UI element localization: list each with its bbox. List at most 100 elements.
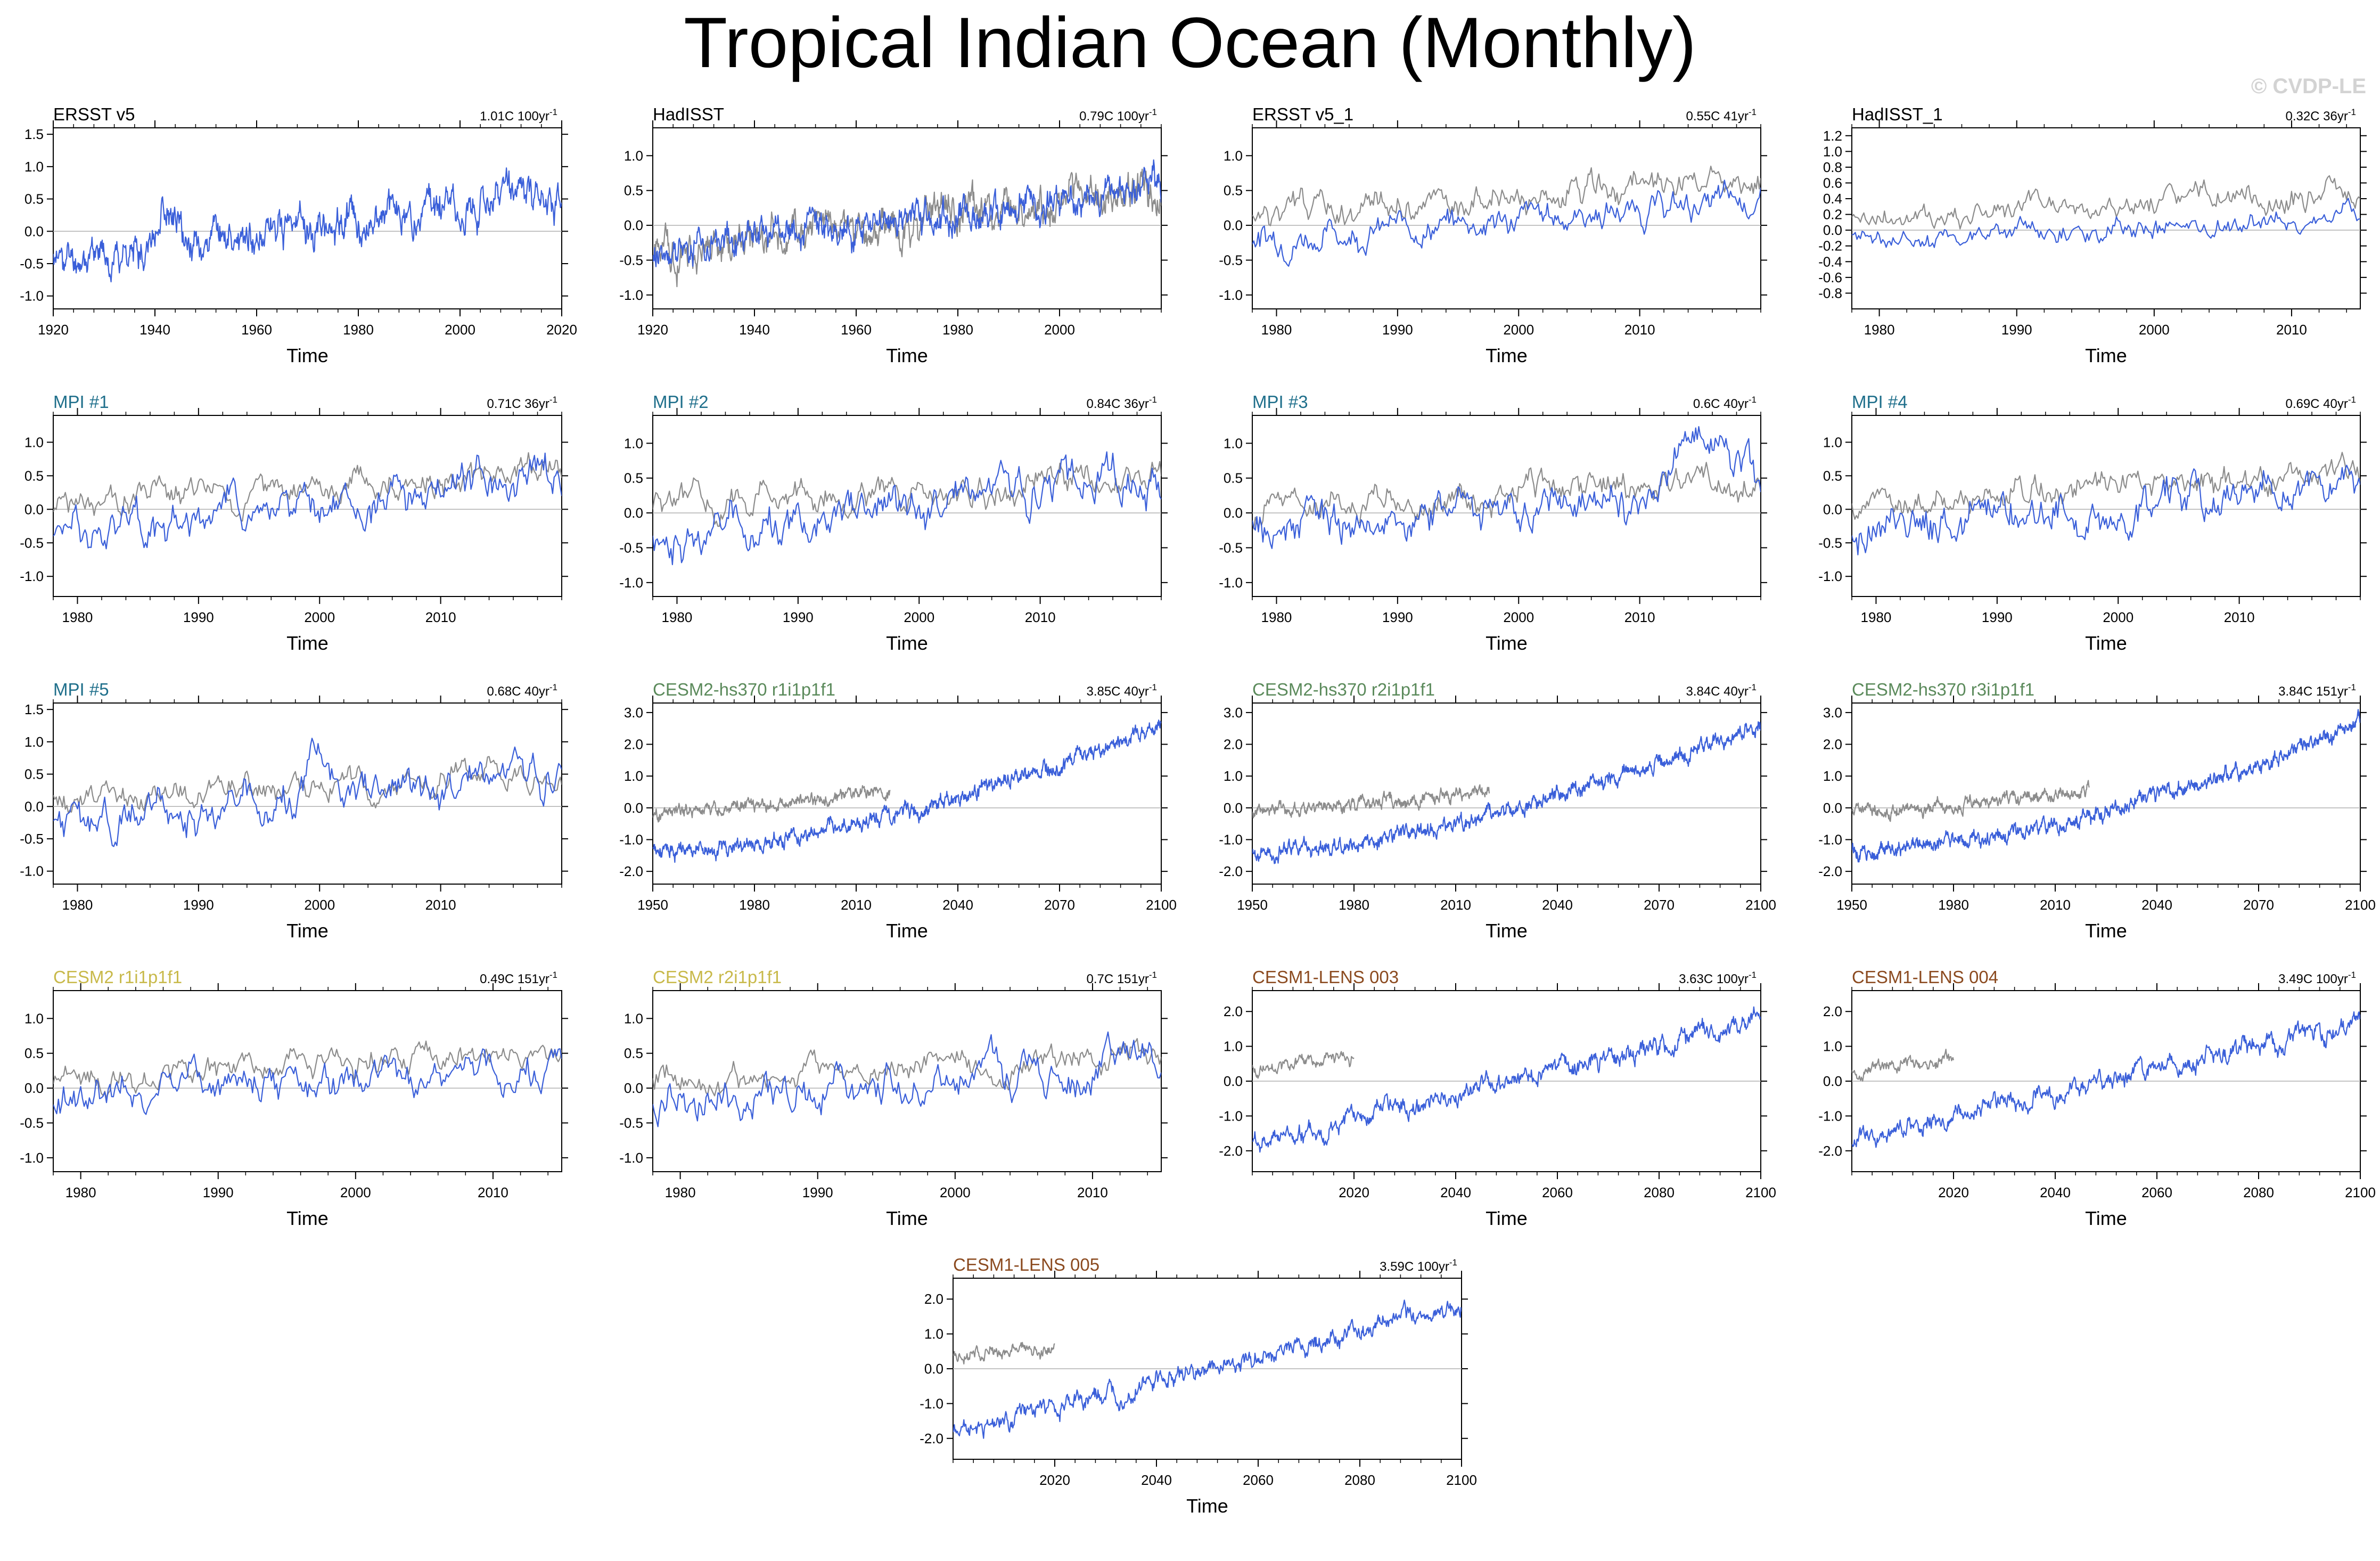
x-tick-label: 2000	[940, 1184, 971, 1200]
chart-panel: CESM1-LENS 005 3.59C 100yr-1 2.0 1.0 0.0 -1.0…	[900, 1246, 1477, 1517]
x-tick-label: 1990	[1982, 609, 2013, 625]
observed-series-line	[53, 452, 562, 522]
x-tick-label: 2010	[1440, 897, 1471, 913]
model-series-line	[53, 167, 562, 283]
chart-panel: MPI #3 0.6C 40yr-1 1.0 0.5 0.0 -0.5 -1.0 1980 19…	[1199, 383, 1771, 654]
y-tick-label: 0.0	[24, 223, 44, 239]
y-tick-label: -2.0	[920, 1431, 943, 1446]
y-tick-label: 0.0	[1224, 217, 1243, 233]
chart-panel: MPI #5 0.68C 40yr-1 1.5 1.0 0.5 0.0 -0.5 -1.0 19…	[0, 671, 572, 942]
y-tick-label: -1.0	[20, 288, 44, 304]
y-tick-label: -1.0	[1818, 568, 1842, 584]
x-tick-label: 1990	[783, 609, 814, 625]
panel-title: CESM2-hs370 r2i1p1f1	[1252, 680, 1435, 699]
trend-value: 0.69C 40yr	[2285, 397, 2348, 411]
trend-superscript: -1	[2348, 682, 2356, 692]
chart-svg: HadISST_1 0.32C 36yr-11.21.00.80.60.40.20…	[1818, 104, 2367, 366]
panel-title: CESM1-LENS 003	[1252, 967, 1399, 987]
x-axis-label: Time	[886, 632, 928, 654]
observed-series-line	[1252, 166, 1761, 226]
x-tick-label: 2040	[2040, 1184, 2071, 1200]
y-tick-label: -0.5	[20, 535, 44, 551]
model-series-line	[1852, 709, 2360, 863]
trend-label: 3.84C 40yr-1	[1686, 682, 1757, 699]
x-tick-label: 2000	[1503, 609, 1534, 625]
y-tick-label: 1.5	[24, 701, 44, 717]
y-tick-label: -0.5	[20, 831, 44, 847]
trend-label: 3.59C 100yr-1	[1380, 1257, 1457, 1274]
y-tick-label: 0.0	[624, 505, 643, 521]
y-tick-label: -1.0	[1219, 1108, 1243, 1124]
observed-series-line	[53, 756, 562, 814]
trend-superscript: -1	[2348, 970, 2356, 980]
y-tick-label: -2.0	[1818, 863, 1842, 879]
trend-superscript: -1	[1749, 682, 1757, 692]
y-tick-label: -0.5	[1219, 252, 1243, 268]
plot-frame	[53, 990, 562, 1172]
chart-svg: CESM2-hs370 r2i1p1f1 3.84C 40yr-1 3.0 2.0 1.…	[1219, 680, 1776, 942]
chart-svg: ERSST v5_1 0.55C 41yr-1 1.0 0.5 0.0 -0.5 -1.0 1…	[1219, 104, 1767, 366]
y-tick-label: 1.0	[1823, 434, 1842, 450]
trend-value: 0.7C 151yr	[1086, 972, 1148, 986]
x-tick-label: 2100	[2345, 1184, 2376, 1200]
plot-frame	[652, 702, 1162, 885]
y-tick-label: 3.0	[624, 705, 643, 721]
chart-panel: CESM2 r1i1p1f1 0.49C 151yr-1 1.0 0.5 0.0 -0.5…	[0, 959, 572, 1229]
panel-title: CESM2-hs370 r1i1p1f1	[653, 680, 835, 699]
plot-frame	[1252, 415, 1761, 597]
x-tick-label: 2080	[1344, 1472, 1375, 1488]
chart-svg: MPI #4 0.69C 40yr-1 1.0 0.5 0.0 -0.5 -1.0 1980 1…	[1818, 392, 2367, 654]
x-tick-label: 2000	[904, 609, 934, 625]
model-series-line	[53, 452, 562, 550]
x-tick-label: 2010	[2276, 322, 2307, 338]
x-tick-label: 1980	[343, 322, 374, 338]
y-tick-label: -0.2	[1818, 238, 1842, 254]
trend-label: 1.01C 100yr-1	[480, 107, 557, 124]
observed-series-line	[1252, 1051, 1355, 1079]
x-tick-label: 1980	[1261, 609, 1292, 625]
y-tick-label: 1.0	[24, 1010, 44, 1026]
y-tick-label: 1.0	[1224, 768, 1243, 784]
trend-value: 0.71C 36yr	[487, 397, 549, 411]
y-tick-label: 0.0	[24, 798, 44, 814]
y-tick-label: -0.5	[619, 540, 643, 555]
x-axis-label: Time	[1486, 632, 1528, 654]
y-tick-label: 2.0	[1224, 1003, 1243, 1019]
y-tick-label: -0.5	[619, 252, 643, 268]
trend-superscript: -1	[1749, 970, 1757, 980]
x-tick-label: 2070	[1044, 897, 1075, 913]
trend-value: 3.49C 100yr	[2278, 972, 2348, 986]
x-tick-label: 2080	[2243, 1184, 2274, 1200]
chart-panel: CESM2-hs370 r2i1p1f1 3.84C 40yr-1 3.0 2.0 1.…	[1199, 671, 1776, 942]
panel-title: ERSST v5	[53, 104, 135, 124]
x-tick-label: 1950	[637, 897, 668, 913]
x-tick-label: 2010	[2224, 609, 2255, 625]
x-tick-label: 2020	[1339, 1184, 1369, 1200]
y-tick-label: -0.5	[619, 1115, 643, 1131]
y-tick-label: -1.0	[619, 1150, 643, 1166]
x-axis-label: Time	[2085, 632, 2127, 654]
chart-svg: MPI #2 0.84C 36yr-1 1.0 0.5 0.0 -0.5 -1.0 1980 1…	[619, 392, 1168, 654]
x-tick-label: 1980	[62, 609, 93, 625]
x-axis-label: Time	[886, 1207, 928, 1229]
y-tick-label: 1.0	[624, 1010, 643, 1026]
y-tick-label: -0.6	[1818, 269, 1842, 285]
panel-title: CESM2-hs370 r3i1p1f1	[1852, 680, 2034, 699]
chart-panel: ERSST v5_1 0.55C 41yr-1 1.0 0.5 0.0 -0.5 -1.0 1…	[1199, 96, 1771, 366]
panel-title: HadISST_1	[1852, 104, 1943, 124]
x-tick-label: 2010	[425, 609, 456, 625]
trend-superscript: -1	[2348, 107, 2356, 117]
x-tick-label: 2040	[942, 897, 973, 913]
x-tick-label: 1980	[942, 322, 973, 338]
observed-series-line	[1852, 175, 2360, 230]
chart-svg: CESM2-hs370 r1i1p1f1 3.85C 40yr-1 3.0 2.0 1.…	[619, 680, 1177, 942]
observed-series-line	[53, 1040, 562, 1099]
y-tick-label: 0.0	[624, 800, 643, 816]
y-tick-label: 0.0	[624, 1080, 643, 1096]
y-tick-label: 1.0	[1224, 1039, 1243, 1055]
y-tick-label: -2.0	[619, 863, 643, 879]
model-series-line	[53, 738, 562, 847]
x-tick-label: 1980	[739, 897, 770, 913]
trend-label: 0.71C 36yr-1	[487, 395, 557, 411]
x-tick-label: 1990	[2001, 322, 2032, 338]
